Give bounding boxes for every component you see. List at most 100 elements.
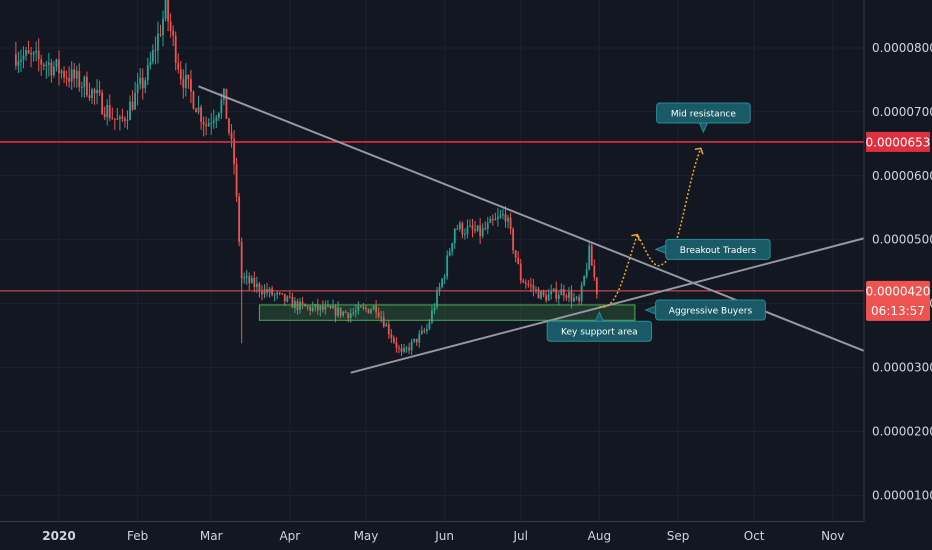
candle-135 [357, 301, 360, 315]
annotation-0[interactable]: Mid resistance [656, 102, 751, 134]
candle-202 [527, 279, 530, 288]
candle-106 [283, 293, 286, 307]
candle-92 [248, 272, 251, 291]
time-axis-panel[interactable] [0, 522, 932, 550]
candle-52 [146, 57, 149, 85]
annotation-label-3: Key support area [561, 328, 638, 338]
candle-0 [14, 41, 17, 70]
x-tick-label-4: May [354, 529, 379, 543]
annotation-label-2: Aggressive Buyers [669, 307, 753, 317]
candle-11 [42, 62, 45, 71]
candle-147 [387, 319, 390, 339]
annotation-box-1 [665, 238, 771, 260]
candle-146 [385, 321, 388, 327]
candle-221 [575, 295, 578, 301]
candle-32 [96, 79, 98, 105]
candle-139 [367, 308, 370, 314]
candle-133 [352, 307, 355, 317]
candle-163 [428, 319, 431, 331]
annotation-box-3 [546, 320, 653, 342]
candle-15 [53, 61, 55, 78]
annotation-2[interactable]: Aggressive Buyers [644, 299, 766, 321]
candle-83 [225, 88, 228, 119]
candle-178 [466, 219, 469, 239]
price-badge-resistance-label: 0.0000653 [866, 135, 931, 149]
candle-56 [157, 21, 159, 64]
candle-18 [60, 68, 63, 79]
candle-38 [111, 107, 114, 120]
candle-152 [400, 343, 403, 357]
candle-224 [583, 275, 586, 287]
candle-206 [537, 287, 540, 299]
countdown-label: 06:13:57 [871, 304, 925, 318]
candle-205 [535, 286, 537, 294]
candle-94 [253, 271, 256, 293]
candle-183 [479, 217, 482, 245]
candle-53 [149, 51, 152, 70]
candle-77 [210, 113, 213, 135]
candle-227 [590, 241, 593, 266]
annotation-label-0: Mid resistance [671, 110, 736, 120]
candle-series [14, 0, 598, 357]
candle-24 [75, 65, 78, 88]
projection-layer [599, 147, 704, 308]
y-tick-label-2: 0.0000300 [872, 361, 932, 375]
candle-16 [55, 58, 58, 72]
candle-48 [136, 73, 139, 106]
candle-167 [438, 282, 441, 296]
annotation-1[interactable]: Breakout Traders [654, 238, 771, 260]
candle-164 [431, 305, 433, 325]
candle-122 [324, 300, 327, 315]
trendline-ascending[interactable] [350, 235, 872, 374]
candle-66 [182, 69, 185, 99]
candle-143 [377, 307, 380, 319]
candle-176 [461, 221, 464, 239]
candle-90 [243, 272, 246, 284]
y-tick-label-4: 0.0000500 [872, 233, 932, 247]
candle-68 [187, 74, 190, 89]
candle-222 [578, 294, 580, 305]
candle-51 [144, 77, 147, 94]
candle-217 [565, 293, 568, 301]
candle-47 [134, 81, 137, 110]
candle-55 [154, 36, 157, 65]
price-axis-panel[interactable] [864, 0, 932, 522]
candle-44 [126, 110, 129, 130]
price-badge-current-label: 0.0000420 [866, 284, 931, 298]
projection-arrowhead-1 [631, 233, 641, 241]
candle-25 [78, 63, 81, 92]
candle-7 [32, 50, 35, 62]
candle-200 [522, 278, 525, 284]
candle-93 [250, 275, 253, 284]
candle-156 [410, 338, 413, 355]
candle-30 [91, 87, 93, 104]
candle-141 [372, 305, 375, 311]
candle-126 [334, 304, 337, 323]
candle-112 [299, 297, 301, 314]
candle-69 [190, 70, 192, 104]
candle-58 [162, 10, 164, 47]
candle-2 [20, 49, 22, 72]
candle-79 [215, 115, 218, 128]
annotation-layer: Mid resistance Breakout Traders Aggressive… [546, 102, 771, 342]
candle-174 [456, 224, 459, 230]
candle-216 [562, 284, 565, 301]
candle-201 [524, 279, 527, 289]
candle-187 [489, 216, 492, 224]
candle-180 [471, 218, 474, 238]
candle-175 [458, 220, 461, 232]
candle-170 [446, 250, 449, 280]
candle-22 [70, 61, 73, 90]
candle-113 [301, 296, 304, 310]
candle-73 [200, 104, 202, 130]
candle-26 [80, 81, 83, 98]
annotation-3[interactable]: Key support area [546, 311, 653, 342]
candle-145 [382, 311, 385, 328]
candle-12 [45, 60, 48, 79]
candle-57 [159, 24, 162, 37]
candle-59 [164, 0, 167, 22]
candle-42 [121, 108, 124, 122]
y-tick-label-5: 0.0000600 [872, 169, 932, 183]
